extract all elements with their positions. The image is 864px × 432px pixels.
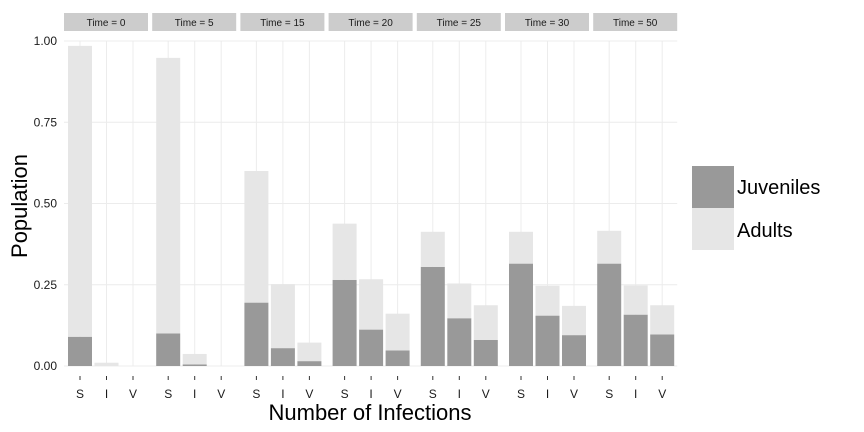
x-tick-label: I	[105, 387, 108, 401]
x-tick-label: I	[193, 387, 196, 401]
legend-swatch-juveniles	[692, 166, 734, 208]
legend-swatch-adults	[692, 208, 734, 250]
x-tick-label: V	[570, 387, 578, 401]
bar-juveniles-s	[156, 333, 181, 366]
bar-adults-i	[270, 284, 295, 349]
y-tick-label: 0.00	[34, 359, 58, 373]
x-tick-label: I	[634, 387, 637, 401]
x-tick-label: I	[369, 387, 372, 401]
bar-juveniles-v	[385, 350, 410, 366]
bar-juveniles-i	[447, 318, 472, 366]
y-tick-label: 0.75	[34, 115, 58, 129]
bar-juveniles-i	[359, 329, 384, 366]
x-tick-label: V	[394, 387, 402, 401]
y-axis-title: Population	[7, 154, 32, 258]
x-tick-label: V	[658, 387, 666, 401]
bar-adults-v	[650, 305, 675, 335]
bar-juveniles-i	[623, 314, 648, 366]
bar-adults-i	[359, 279, 384, 330]
bar-juveniles-s	[509, 263, 533, 366]
x-tick-label: S	[164, 387, 172, 401]
bar-adults-v	[385, 313, 410, 351]
bar-adults-s	[332, 223, 357, 280]
bar-adults-v	[562, 305, 586, 336]
bar-adults-i	[535, 285, 560, 316]
bar-adults-s	[156, 57, 181, 334]
x-tick-label: V	[305, 387, 313, 401]
facet-strip	[240, 13, 325, 31]
bar-adults-i	[94, 362, 119, 366]
x-tick-label: I	[458, 387, 461, 401]
x-tick-label: S	[252, 387, 260, 401]
bar-adults-s	[509, 231, 533, 264]
legend-label-adults: Adults	[737, 220, 793, 242]
x-tick-label: S	[341, 387, 349, 401]
facet-strip	[64, 13, 148, 31]
bar-juveniles-v	[297, 361, 322, 366]
x-axis-title: Number of Infections	[269, 400, 472, 425]
facet-strip	[152, 13, 237, 31]
bar-adults-v	[297, 342, 322, 362]
bar-adults-i	[182, 353, 207, 365]
facet-strip	[416, 13, 501, 31]
facet-strip-label: Time = 0	[87, 18, 126, 29]
facet-strip-label: Time = 5	[175, 18, 214, 29]
bar-adults-s	[420, 231, 445, 267]
bar-adults-s	[597, 230, 622, 264]
x-tick-label: I	[546, 387, 549, 401]
x-tick-label: V	[482, 387, 490, 401]
facet-strip	[593, 13, 678, 31]
bar-adults-v	[473, 305, 498, 340]
legend-label-juveniles: Juveniles	[737, 177, 820, 199]
bar-juveniles-v	[650, 334, 675, 366]
facet-strip-label: Time = 15	[260, 18, 305, 29]
y-tick-label: 0.50	[34, 197, 58, 211]
bar-juveniles-i	[270, 348, 295, 366]
bar-adults-i	[447, 283, 472, 319]
bar-juveniles-i	[535, 315, 560, 366]
y-tick-label: 1.00	[34, 34, 58, 48]
bar-juveniles-s	[68, 336, 92, 366]
bar-juveniles-v	[473, 340, 498, 366]
bar-juveniles-s	[244, 302, 269, 366]
facet-strip-label: Time = 20	[348, 18, 393, 29]
facet-strip-label: Time = 50	[613, 18, 658, 29]
x-tick-label: V	[129, 387, 137, 401]
y-tick-label: 0.25	[34, 278, 58, 292]
facet-strip-label: Time = 25	[437, 18, 482, 29]
x-tick-label: S	[76, 387, 84, 401]
legend: Juveniles Adults	[692, 166, 820, 250]
bar-juveniles-s	[332, 279, 357, 366]
facet-strips: Time = 0 Time = 5 Time = 15 Time = 20 Time =…	[64, 13, 678, 31]
bar-juveniles-s	[597, 263, 622, 366]
facet-strip-label: Time = 30	[525, 18, 570, 29]
bars	[68, 45, 675, 366]
bar-adults-i	[623, 285, 648, 315]
bar-juveniles-v	[562, 335, 586, 366]
facet-strip	[328, 13, 413, 31]
facet-strip	[505, 13, 589, 31]
bar-juveniles-s	[420, 266, 445, 366]
y-axis-ticks: 0.00 0.25 0.50 0.75 1.00	[34, 34, 58, 373]
x-tick-label: S	[429, 387, 437, 401]
bar-juveniles-i	[182, 364, 207, 366]
x-tick-label: I	[281, 387, 284, 401]
bar-adults-s	[244, 171, 269, 303]
x-tick-label: V	[217, 387, 225, 401]
x-tick-label: S	[605, 387, 613, 401]
x-tick-label: S	[517, 387, 525, 401]
bar-adults-s	[68, 45, 92, 337]
